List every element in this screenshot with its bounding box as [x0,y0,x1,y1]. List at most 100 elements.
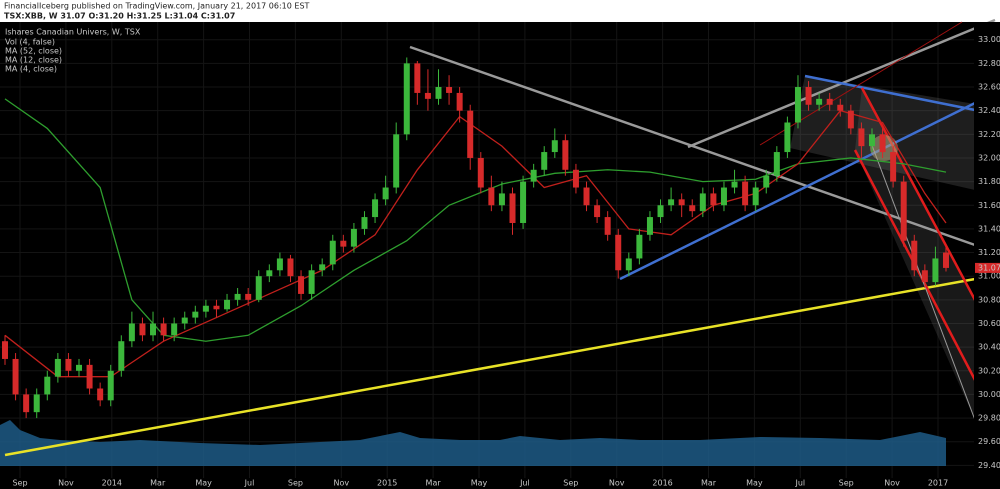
y-tick-label: 29.80 [978,414,1000,423]
x-tick-label: 2017 [928,479,948,488]
candle-body [424,92,431,99]
candle-body [224,299,231,310]
candle-body [731,181,738,188]
x-tick-label: Nov [884,479,900,488]
x-tick-label: Sep [288,479,303,488]
candle-body [340,240,347,247]
candle-body [583,187,590,206]
candle-body [520,181,527,223]
ma-line [4,98,947,342]
x-tick-label: Mar [701,479,717,488]
candle-body [467,110,474,158]
y-tick-label: 30.80 [978,295,1000,304]
candle-body [752,187,759,206]
y-tick-label: 30.00 [978,390,1000,399]
candle-body [932,258,939,283]
x-tick-label: Mar [426,479,442,488]
candle-body [837,104,844,111]
x-tick-label: Sep [12,479,27,488]
candle-body [646,217,653,235]
x-tick-label: Nov [333,479,349,488]
candle-body [488,187,495,206]
candle-body [890,152,897,182]
candle-body [276,258,283,271]
y-tick-label: 32.80 [978,59,1000,68]
candle-body [382,187,389,200]
x-tick-label: Jul [519,479,530,488]
candle-body [562,140,569,170]
candle-body [699,193,706,212]
candle-body [329,240,336,265]
candle-body [181,317,188,324]
candle-body [720,187,727,206]
candle-body [202,305,209,312]
publisher: FinancialIceberg published on TradingVie… [4,2,310,11]
indicator-label: Vol (4, false) [5,38,55,47]
x-tick-label: Sep [839,479,854,488]
candle-body [12,358,19,395]
trendline [759,21,963,146]
candle-body [530,169,537,182]
indicator-label: MA (12, close) [5,56,62,65]
candle-body [594,205,601,218]
header-bar [0,0,1000,22]
candle-body [657,205,664,218]
candle-body [921,270,928,283]
candle-body [773,152,780,176]
legend-title: Ishares Canadian Univers, W, TSX [5,28,141,37]
marks [2,57,949,419]
candle-body [625,258,632,271]
last-price-box [975,262,1000,273]
y-tick-label: 33.00 [978,35,1000,44]
candle-body [414,63,421,93]
y-tick-label: 31.00 [978,272,1000,281]
y-tick-label: 32.00 [978,153,1000,162]
indicator-label: MA (4, close) [5,65,57,74]
candle-body [97,388,104,401]
candle-body [689,205,696,212]
candle-body [213,305,220,310]
candle-body [456,92,463,111]
candle-body [943,252,949,268]
candle-body [435,87,442,99]
candle-body [498,193,505,206]
candle-body [192,311,199,318]
candle-body [2,341,8,359]
candle-body [668,199,675,206]
y-tick-label: 32.20 [978,130,1000,139]
trendline [804,74,976,112]
candle-body [361,217,368,229]
trendline [4,277,976,457]
y-tick-label: 31.60 [978,201,1000,210]
candle-body [372,199,379,218]
candle-body [858,128,865,147]
candle-body [446,87,453,93]
candle-body [234,293,241,300]
candle-body [900,181,907,241]
y-tick-label: 29.60 [978,437,1000,446]
candle-body [847,110,854,129]
candle-body [784,122,791,153]
candle-body [86,364,93,389]
x-tick-label: May [471,479,488,488]
candle-body [118,341,125,371]
candle-body [678,199,685,206]
candle-body [805,87,812,105]
candle-body [23,394,30,413]
y-tick-label: 32.40 [978,106,1000,115]
candle-body [350,228,357,247]
x-tick-label: 2014 [102,479,122,488]
candle-body [615,234,622,271]
candle-body [107,370,114,401]
candle-body [266,270,273,277]
candle-body [794,87,801,123]
y-tick-label: 29.40 [978,461,1000,470]
candle-body [541,152,548,170]
candle-body [54,358,61,377]
candle-body [139,323,146,336]
last-price-label: 31.07 [978,263,1000,272]
y-tick-label: 31.40 [978,224,1000,233]
y-tick-label: 30.40 [978,343,1000,352]
candle-body [76,364,83,371]
trendline [860,87,977,301]
